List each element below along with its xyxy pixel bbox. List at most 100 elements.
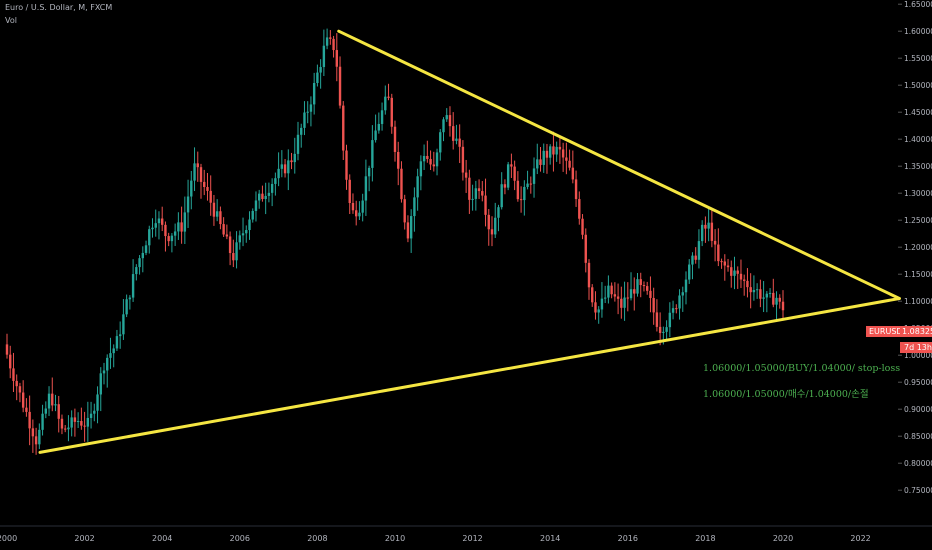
- candle-body: [623, 297, 626, 308]
- price-tick-label: 1.00000: [904, 351, 932, 360]
- candle-body: [688, 264, 691, 280]
- time-axis[interactable]: 2000 2002 2004 2006 2008 2010 2012 2014 2016 2018…: [0, 525, 932, 543]
- candle-body: [261, 193, 264, 200]
- candle-body: [432, 164, 435, 167]
- trendline-upper[interactable]: [337, 29, 901, 300]
- candle-body: [393, 126, 397, 152]
- candle-body: [225, 234, 229, 237]
- candle-body: [122, 314, 125, 335]
- candle-body: [578, 199, 581, 219]
- price-tick-label: 0.95000: [904, 378, 932, 387]
- candle-body: [500, 184, 503, 208]
- candles-layer: [5, 28, 785, 455]
- candle-body: [60, 418, 64, 429]
- price-tick-label: 0.80000: [904, 459, 932, 468]
- candle-body: [283, 164, 287, 174]
- candle-body: [173, 231, 177, 236]
- candle-body: [264, 195, 267, 200]
- candle-body: [681, 292, 684, 296]
- candle-body: [9, 354, 12, 369]
- candle-body: [529, 183, 532, 185]
- candle-body: [494, 217, 497, 235]
- candle-body: [552, 146, 555, 155]
- candle-body: [749, 287, 752, 293]
- candle-body: [206, 186, 209, 191]
- candle-body: [743, 279, 746, 281]
- candle-body: [477, 188, 481, 192]
- candle-body: [99, 373, 102, 395]
- candle-body: [658, 326, 662, 333]
- trendline-lower[interactable]: [38, 297, 901, 454]
- time-tick-label: 2016: [618, 534, 638, 543]
- candle-body: [778, 297, 781, 302]
- candle-body: [429, 158, 432, 165]
- candle-body: [781, 301, 785, 311]
- candle-body: [607, 285, 610, 298]
- candle-body: [694, 255, 697, 260]
- candle-body: [235, 242, 238, 261]
- candle-body: [416, 176, 419, 198]
- candle-body: [86, 417, 90, 427]
- symbol-tag-label: EURUSD: [869, 327, 903, 336]
- candle-body: [697, 241, 701, 260]
- candle-body: [384, 96, 387, 111]
- candle-body: [772, 292, 775, 305]
- candle-body: [726, 265, 730, 268]
- price-tick-label: 1.30000: [904, 189, 932, 198]
- price-tag-bg: [900, 326, 932, 337]
- candle-body: [626, 297, 629, 299]
- time-tick-label: 2020: [773, 534, 793, 543]
- candle-body: [245, 230, 248, 234]
- candle-body: [581, 218, 584, 235]
- symbol-title[interactable]: Euro / U.S. Dollar, M, FXCM: [5, 3, 113, 12]
- candle-body: [506, 164, 510, 188]
- candle-body: [413, 197, 416, 217]
- candle-body: [164, 224, 167, 237]
- candle-body: [526, 183, 529, 187]
- candle-body: [5, 344, 9, 355]
- candle-body: [655, 312, 659, 327]
- candle-body: [141, 252, 144, 259]
- candle-body: [251, 210, 254, 220]
- candle-body: [358, 212, 361, 217]
- candle-body: [426, 155, 429, 159]
- candle-body: [523, 186, 526, 201]
- candle-body: [125, 299, 128, 315]
- candle-body: [468, 177, 471, 200]
- candle-body: [18, 386, 22, 393]
- candle-body: [319, 67, 322, 73]
- candle-body: [471, 198, 474, 200]
- price-tick-label: 1.35000: [904, 162, 932, 171]
- candle-body: [355, 210, 358, 217]
- candle-body: [616, 296, 620, 299]
- candle-body: [678, 295, 681, 309]
- candle-body: [387, 96, 390, 98]
- candle-body: [510, 164, 513, 167]
- candle-body: [241, 233, 245, 236]
- candle-body: [455, 138, 458, 141]
- candle-body: [118, 334, 122, 337]
- candle-body: [209, 190, 212, 203]
- candle-body: [746, 280, 749, 288]
- candle-body: [232, 253, 235, 261]
- candle-body: [303, 112, 306, 128]
- candle-body: [642, 285, 646, 287]
- candle-body: [558, 146, 562, 150]
- candle-body: [532, 168, 536, 184]
- candle-body: [115, 336, 119, 349]
- volume-label[interactable]: Vol: [5, 16, 17, 25]
- candle-body: [290, 160, 293, 163]
- candle-body: [180, 222, 183, 232]
- candle-body: [422, 155, 426, 162]
- candle-body: [435, 152, 439, 167]
- price-axis[interactable]: 0.75000 0.80000 0.85000 0.90000 0.95000 1.000…: [898, 0, 932, 495]
- candle-body: [448, 115, 452, 127]
- candle-body: [684, 279, 688, 293]
- price-tick-label: 1.25000: [904, 216, 932, 225]
- candle-body: [342, 105, 345, 151]
- candle-body: [109, 353, 112, 358]
- candle-body: [603, 297, 607, 299]
- candle-body: [516, 180, 520, 200]
- candle-body: [584, 234, 587, 263]
